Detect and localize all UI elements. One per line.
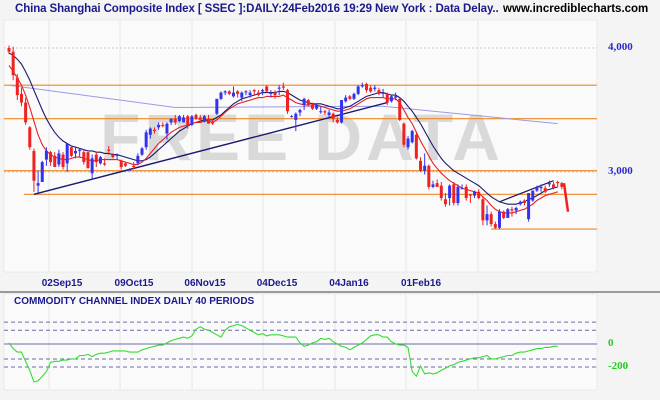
candlesticks [7, 45, 570, 230]
main-panel [3, 19, 598, 273]
price-axis-label-4000: 4,000 [608, 41, 633, 53]
panel-divider [0, 291, 660, 293]
trendlines [33, 101, 554, 203]
date-label-sep: 02Sep15 [41, 278, 83, 289]
date-label-jan: 04Jan16 [329, 278, 369, 289]
date-label-feb: 01Feb16 [400, 278, 442, 289]
cci-line [8, 323, 558, 383]
price-axis-label-3000: 3,000 [608, 165, 633, 177]
cci-panel-title: COMMODITY CHANNEL INDEX DAILY 40 PERIODS [14, 296, 255, 307]
chart-title: China Shanghai Composite Index [ SSEC ]:… [15, 3, 499, 15]
cci-gridlines [48, 294, 479, 390]
date-label-dec: 04Dec15 [256, 278, 298, 289]
cci-axis-label-0: 0 [608, 337, 614, 349]
main-gridlines [4, 20, 597, 272]
cci-axis-label-minus200: -200 [608, 360, 629, 372]
cci-panel [3, 293, 598, 391]
site-url: www.incrediblecharts.com [503, 3, 649, 15]
watermark-text: FREE DATA [100, 100, 504, 174]
support-resistance-lines [4, 84, 597, 230]
date-label-oct: 09Oct15 [114, 278, 154, 289]
date-label-nov: 06Nov15 [184, 278, 226, 289]
chart-header: China Shanghai Composite Index [ SSEC ]:… [0, 0, 660, 20]
